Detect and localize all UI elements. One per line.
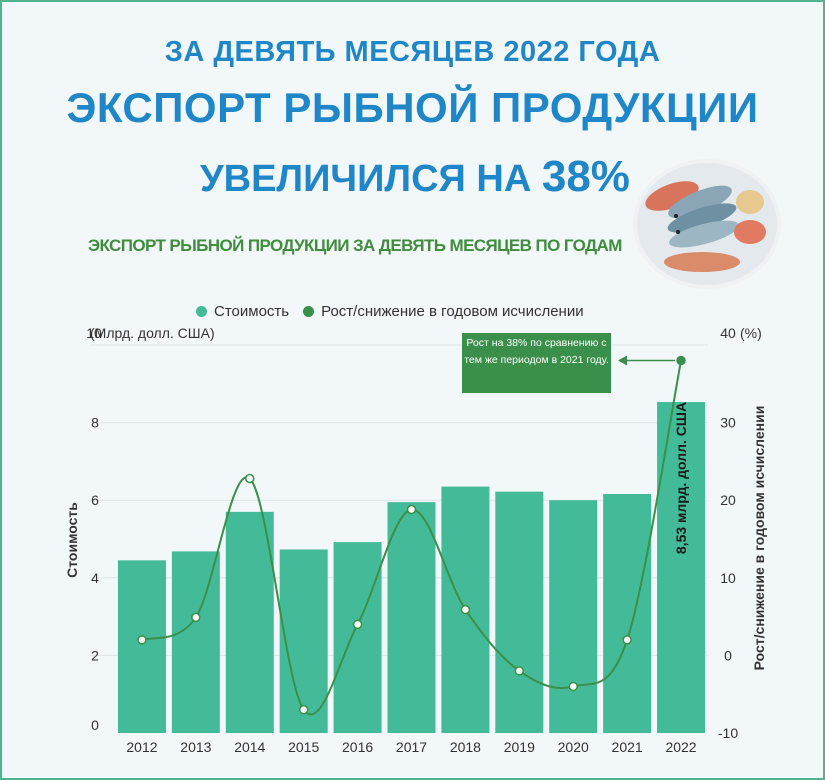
x-tick-label: 2021 bbox=[612, 739, 643, 755]
bar-2016 bbox=[333, 542, 382, 733]
growth-line bbox=[141, 360, 683, 716]
bar-2013 bbox=[171, 551, 220, 733]
growth-point-2019 bbox=[514, 666, 525, 676]
bar-2014 bbox=[225, 511, 274, 733]
bar-2021 bbox=[603, 493, 652, 733]
x-tick-label: 2019 bbox=[504, 739, 535, 755]
bar-2019 bbox=[495, 491, 544, 733]
bar-2020 bbox=[549, 500, 598, 733]
title-line-3-text: УВЕЛИЧИЛСЯ НА bbox=[200, 158, 542, 200]
chart-subtitle: ЭКСПОРТ РЫБНОЙ ПРОДУКЦИИ ЗА ДЕВЯТЬ МЕСЯЦ… bbox=[88, 236, 622, 255]
legend-label-value: Стоимость bbox=[214, 303, 290, 320]
x-tick-label: 2015 bbox=[288, 739, 319, 755]
growth-point-2013 bbox=[191, 612, 201, 623]
growth-point-2017 bbox=[406, 504, 417, 515]
legend-label-growth: Рост/снижение в годовом исчислении bbox=[321, 303, 584, 320]
growth-point-2015 bbox=[298, 704, 309, 715]
left-axis-unit: (Млрд. долл. США) bbox=[90, 325, 215, 341]
legend-dot-growth bbox=[303, 306, 315, 317]
annotation-callout: Рост на 38% по сравнению с тем же период… bbox=[462, 333, 611, 393]
left-tick-label: 10 bbox=[86, 325, 102, 341]
right-axis-title: Рост/снижение в годовом исчислении bbox=[751, 406, 767, 671]
title-line-3-percent: 38% bbox=[541, 152, 630, 201]
chart-legend: Стоимость Рост/снижение в годовом исчисл… bbox=[196, 303, 598, 320]
title-line-1: ЗА ДЕВЯТЬ МЕСЯЦЕВ 2022 ГОДА bbox=[164, 36, 661, 68]
growth-point-2014 bbox=[245, 473, 255, 484]
right-axis-unit: (%) bbox=[740, 325, 762, 341]
growth-point-2021 bbox=[622, 635, 632, 645]
bar-2017 bbox=[387, 502, 436, 733]
growth-point-2022 bbox=[676, 355, 686, 366]
right-tick-label: 30 bbox=[720, 415, 736, 431]
title-line-3: УВЕЛИЧИЛСЯ НА 38% bbox=[200, 152, 630, 202]
right-tick-label: 20 bbox=[720, 492, 736, 508]
title-line-2: ЭКСПОРТ РЫБНОЙ ПРОДУКЦИИ bbox=[66, 84, 759, 131]
bar-label-2022: 8,53 млрд. долл. США bbox=[673, 402, 689, 554]
legend-item-growth: Рост/снижение в годовом исчислении bbox=[303, 303, 584, 320]
growth-point-2016 bbox=[352, 619, 363, 630]
left-tick-label: 4 bbox=[91, 570, 99, 586]
x-tick-label: 2013 bbox=[180, 739, 211, 755]
left-tick-label: 2 bbox=[91, 647, 99, 663]
x-tick-label: 2020 bbox=[558, 739, 589, 755]
bar-2012 bbox=[117, 560, 166, 733]
right-tick-label: 40 bbox=[720, 325, 736, 341]
annotation-arrowhead bbox=[618, 355, 627, 366]
x-tick-label: 2016 bbox=[342, 739, 373, 755]
left-tick-label: 8 bbox=[91, 415, 99, 431]
growth-point-2018 bbox=[460, 604, 471, 615]
x-tick-label: 2022 bbox=[665, 739, 696, 755]
x-tick-label: 2017 bbox=[396, 739, 427, 755]
left-tick-label: 0 bbox=[91, 717, 99, 733]
right-tick-label: 10 bbox=[720, 570, 736, 586]
x-tick-label: 2014 bbox=[234, 739, 265, 755]
left-tick-label: 6 bbox=[91, 492, 99, 508]
x-tick-label: 2012 bbox=[126, 739, 157, 755]
growth-point-2012 bbox=[137, 635, 147, 645]
growth-point-2020 bbox=[568, 681, 578, 692]
right-tick-label: -10 bbox=[718, 725, 738, 741]
right-tick-label: 0 bbox=[724, 647, 732, 663]
legend-item-value: Стоимость bbox=[196, 303, 289, 320]
legend-dot-value bbox=[196, 306, 207, 317]
fish-plate-image bbox=[633, 159, 781, 289]
bar-2015 bbox=[279, 549, 328, 733]
left-axis-title: Стоимость bbox=[64, 502, 80, 578]
x-tick-label: 2018 bbox=[450, 739, 481, 755]
